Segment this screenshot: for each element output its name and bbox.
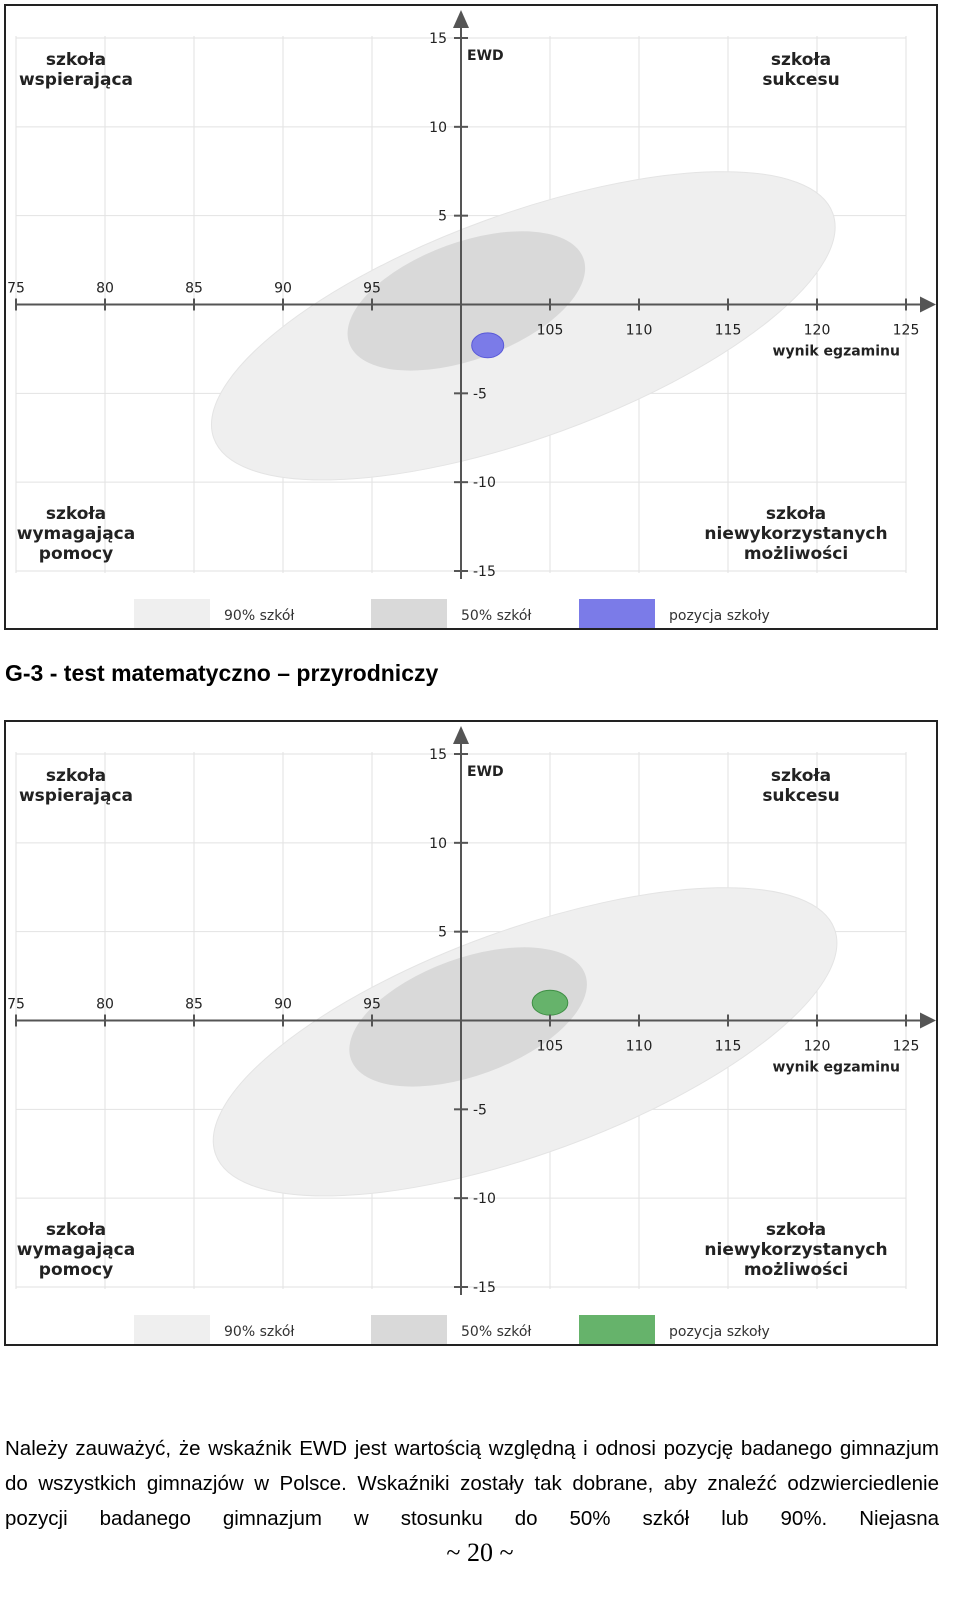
c1-legend-label-0: 90% szkół xyxy=(224,608,294,624)
c2-x-tick-label-75: 75 xyxy=(7,997,25,1013)
c2-x-tick-label-90: 90 xyxy=(274,997,292,1013)
c1-quadrant-top-right-line-0: szkoła xyxy=(771,50,831,70)
c2-legend-label-0: 90% szkół xyxy=(224,1324,294,1340)
c2-quadrant-top-right-line-0: szkoła xyxy=(771,766,831,786)
c1-x-tick-label-125: 125 xyxy=(893,323,920,339)
c2-legend-swatch-0 xyxy=(134,1315,210,1344)
c1-quadrant-bottom-right-line-2: możliwości xyxy=(744,544,848,564)
c2-x-axis-title: wynik egzaminu xyxy=(773,1060,900,1076)
c1-y-tick-label-15: 15 xyxy=(429,31,447,47)
c2-quadrant-top-left-line-1: wspierająca xyxy=(19,786,133,806)
c2-legend-label-2: pozycja szkoły xyxy=(669,1324,770,1340)
c2-y-tick-label-5: 5 xyxy=(438,925,447,941)
c1-x-tick-label-80: 80 xyxy=(96,281,114,297)
c1-quadrant-top-left: szkoła wspierająca xyxy=(19,50,133,90)
c2-quadrant-top-right: szkoła sukcesu xyxy=(762,766,839,806)
c1-school-position xyxy=(471,332,505,359)
c2-x-tick-label-95: 95 xyxy=(363,997,381,1013)
c2-x-axis-arrow xyxy=(920,1012,936,1029)
page-number: ~ 20 ~ xyxy=(446,1538,514,1567)
c2-quadrant-top-left-line-0: szkoła xyxy=(46,766,106,786)
c1-legend-swatch-2 xyxy=(579,599,655,628)
c2-y-tick-label-10: 10 xyxy=(429,836,447,852)
c2-y-axis-arrow xyxy=(453,726,469,744)
c1-x-tick-label-120: 120 xyxy=(804,323,831,339)
c1-y-axis-arrow xyxy=(453,10,469,28)
c2-quadrant-bottom-left-line-2: pomocy xyxy=(39,1260,113,1280)
c1-quadrant-top-right: szkoła sukcesu xyxy=(762,50,839,90)
c2-legend-swatch-2 xyxy=(579,1315,655,1344)
c1-y-tick-label--10: -10 xyxy=(473,475,496,491)
ewd-chart-1: 75 80 85 90 95 105 110 115 120 125 15 10 5 -5 -10 -15 EW… xyxy=(4,4,938,630)
c2-quadrant-bottom-right-line-1: niewykorzystanych xyxy=(704,1240,887,1260)
c1-quadrant-bottom-right-line-0: szkoła xyxy=(766,504,826,524)
c2-quadrant-bottom-right-line-2: możliwości xyxy=(744,1260,848,1280)
c2-school-position xyxy=(531,989,569,1016)
c1-quadrant-bottom-left-line-0: szkoła xyxy=(46,504,106,524)
c1-quadrant-bottom-right: szkoła niewykorzystanych możliwości xyxy=(704,504,887,564)
c2-quadrant-top-left: szkoła wspierająca xyxy=(19,766,133,806)
c1-x-tick-label-110: 110 xyxy=(626,323,653,339)
c2-quadrant-top-right-line-1: sukcesu xyxy=(762,786,839,806)
c2-quadrant-bottom-right: szkoła niewykorzystanych możliwości xyxy=(704,1220,887,1280)
c2-x-tick-label-115: 115 xyxy=(715,1039,742,1055)
c2-x-tick-label-80: 80 xyxy=(96,997,114,1013)
c1-y-axis-title: EWD xyxy=(467,48,504,64)
c2-x-tick-label-120: 120 xyxy=(804,1039,831,1055)
c1-x-axis-title: wynik egzaminu xyxy=(773,344,900,360)
section-heading: G-3 - test matematyczno – przyrodniczy xyxy=(5,660,439,686)
c1-quadrant-bottom-right-line-1: niewykorzystanych xyxy=(704,524,887,544)
c1-x-tick-label-90: 90 xyxy=(274,281,292,297)
c2-x-tick-label-125: 125 xyxy=(893,1039,920,1055)
c2-legend-label-1: 50% szkół xyxy=(461,1324,531,1340)
c1-y-tick-label-10: 10 xyxy=(429,120,447,136)
c1-legend-swatch-0 xyxy=(134,599,210,628)
c2-quadrant-bottom-left: szkoła wymagająca pomocy xyxy=(17,1220,135,1280)
c1-quadrant-bottom-left-line-2: pomocy xyxy=(39,544,113,564)
c2-x-tick-label-105: 105 xyxy=(537,1039,564,1055)
c2-y-axis-title: EWD xyxy=(467,764,504,780)
c2-x-tick-label-110: 110 xyxy=(626,1039,653,1055)
c1-quadrant-top-left-line-0: szkoła xyxy=(46,50,106,70)
c1-x-tick-label-75: 75 xyxy=(7,281,25,297)
c1-x-tick-label-85: 85 xyxy=(185,281,203,297)
c1-y-tick-label--15: -15 xyxy=(473,564,496,580)
c1-quadrant-bottom-left: szkoła wymagająca pomocy xyxy=(17,504,135,564)
c1-ellipse-50 xyxy=(347,231,586,371)
c1-quadrant-top-right-line-1: sukcesu xyxy=(762,70,839,90)
c1-y-tick-label--5: -5 xyxy=(473,386,487,402)
c2-ellipse-50 xyxy=(349,947,587,1087)
c2-legend-swatch-1 xyxy=(371,1315,447,1344)
c2-y-tick-label--15: -15 xyxy=(473,1280,496,1296)
c2-y-tick-label-15: 15 xyxy=(429,747,447,763)
c1-legend-label-2: pozycja szkoły xyxy=(669,608,770,624)
c1-legend-swatch-1 xyxy=(371,599,447,628)
c1-y-tick-label-5: 5 xyxy=(438,209,447,225)
ewd-chart-2: 75 80 85 90 95 105 110 115 120 125 15 10 5 -5 -10 -15 EW… xyxy=(4,720,938,1346)
c2-x-tick-label-85: 85 xyxy=(185,997,203,1013)
c1-x-tick-label-115: 115 xyxy=(715,323,742,339)
body-paragraph: Należy zauważyć, że wskaźnik EWD jest wa… xyxy=(5,1437,939,1530)
c2-y-tick-label--5: -5 xyxy=(473,1102,487,1118)
c1-quadrant-bottom-left-line-1: wymagająca xyxy=(17,524,135,544)
c1-x-axis-arrow xyxy=(920,296,936,313)
c2-quadrant-bottom-right-line-0: szkoła xyxy=(766,1220,826,1240)
c2-quadrant-bottom-left-line-1: wymagająca xyxy=(17,1240,135,1260)
c1-quadrant-top-left-line-1: wspierająca xyxy=(19,70,133,90)
c1-x-tick-label-105: 105 xyxy=(537,323,564,339)
c1-x-tick-label-95: 95 xyxy=(363,281,381,297)
c2-quadrant-bottom-left-line-0: szkoła xyxy=(46,1220,106,1240)
c2-y-tick-label--10: -10 xyxy=(473,1191,496,1207)
c1-legend-label-1: 50% szkół xyxy=(461,608,531,624)
